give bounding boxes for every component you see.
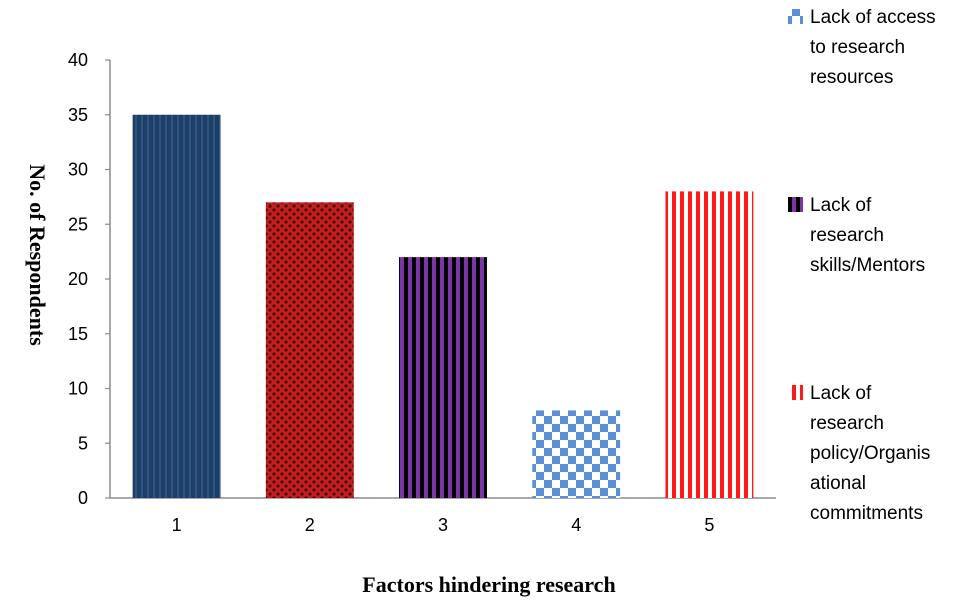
x-axis-ticks: 1 2 3 4 5 [172,515,715,535]
y-tick-label: 30 [68,160,88,180]
x-tick-label: 3 [438,515,448,535]
bars [132,114,754,498]
checker-swatch-icon [788,9,803,24]
y-tick-label: 35 [68,105,88,125]
x-tick-label: 1 [172,515,182,535]
x-tick-label: 2 [305,515,315,535]
legend-item: Lack of research policy/Organis ational comm… [788,383,930,524]
x-axis-title: Factors hindering research [362,572,615,597]
legend-label-line: Lack of access [810,7,936,28]
y-tick-label: 20 [68,269,88,289]
stripe-swatch-icon [788,197,803,212]
legend-item: Lack of access to research resources [788,7,936,88]
y-tick-label: 40 [68,50,88,70]
legend-label-line: commitments [810,503,923,524]
legend-label-line: to research [810,37,905,58]
bar-4 [532,410,621,498]
bar-1 [132,114,221,498]
legend-label-line: skills/Mentors [810,255,925,276]
bar-2 [265,202,354,498]
bar-3 [399,257,487,498]
legend-label-line: resources [810,67,893,88]
legend-label-line: research [810,413,884,434]
y-tick-label: 10 [68,379,88,399]
y-axis-title: No. of Respondents [25,164,50,346]
legend-label-line: Lack of [810,195,872,216]
legend-label-line: policy/Organis [810,443,930,464]
y-tick-label: 0 [78,488,88,508]
x-tick-label: 4 [571,515,581,535]
y-tick-label: 15 [68,324,88,344]
y-tick-label: 5 [78,433,88,453]
legend-label-line: research [810,225,884,246]
bar-5 [665,191,754,498]
y-axis-ticks: 0 5 10 15 20 25 30 35 40 [68,50,110,508]
red-stripe-swatch-icon [788,385,803,400]
legend-label-line: ational [810,473,866,494]
legend-label-line: Lack of [810,383,872,404]
legend-item: Lack of research skills/Mentors [788,195,925,276]
y-tick-label: 25 [68,214,88,234]
x-tick-label: 5 [704,515,714,535]
